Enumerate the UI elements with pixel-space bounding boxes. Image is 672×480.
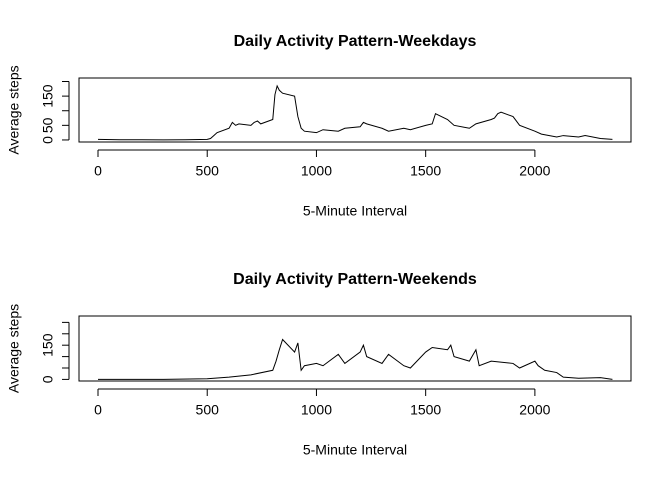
data-line [97, 84, 613, 141]
data-line [98, 338, 613, 380]
x-axis-label: 5-Minute Interval [303, 442, 407, 458]
x-axis-label: 5-Minute Interval [303, 203, 407, 219]
y-tick-label: 0 [40, 375, 56, 383]
x-tick-label: 1500 [410, 163, 441, 179]
x-tick-label: 1500 [410, 402, 441, 418]
y-axis-label: Average steps [6, 304, 22, 393]
x-tick-label: 500 [196, 402, 220, 418]
chart-title: Daily Activity Pattern-Weekends [233, 271, 477, 288]
y-tick-label: 0 [40, 136, 56, 144]
x-tick-label: 2000 [519, 402, 550, 418]
y-tick-label: 50 [40, 117, 56, 133]
x-tick-label: 500 [196, 163, 220, 179]
chart-title: Daily Activity Pattern-Weekdays [234, 33, 477, 50]
x-tick-label: 2000 [519, 163, 550, 179]
y-tick-label: 150 [40, 84, 56, 108]
plot-box [78, 315, 632, 382]
y-axis-label: Average steps [6, 65, 22, 154]
x-tick-label: 1000 [301, 402, 332, 418]
y-tick-label: 150 [40, 333, 56, 357]
x-tick-label: 1000 [301, 163, 332, 179]
x-tick-label: 0 [94, 163, 102, 179]
plot-box [78, 77, 632, 143]
x-tick-label: 0 [94, 402, 102, 418]
